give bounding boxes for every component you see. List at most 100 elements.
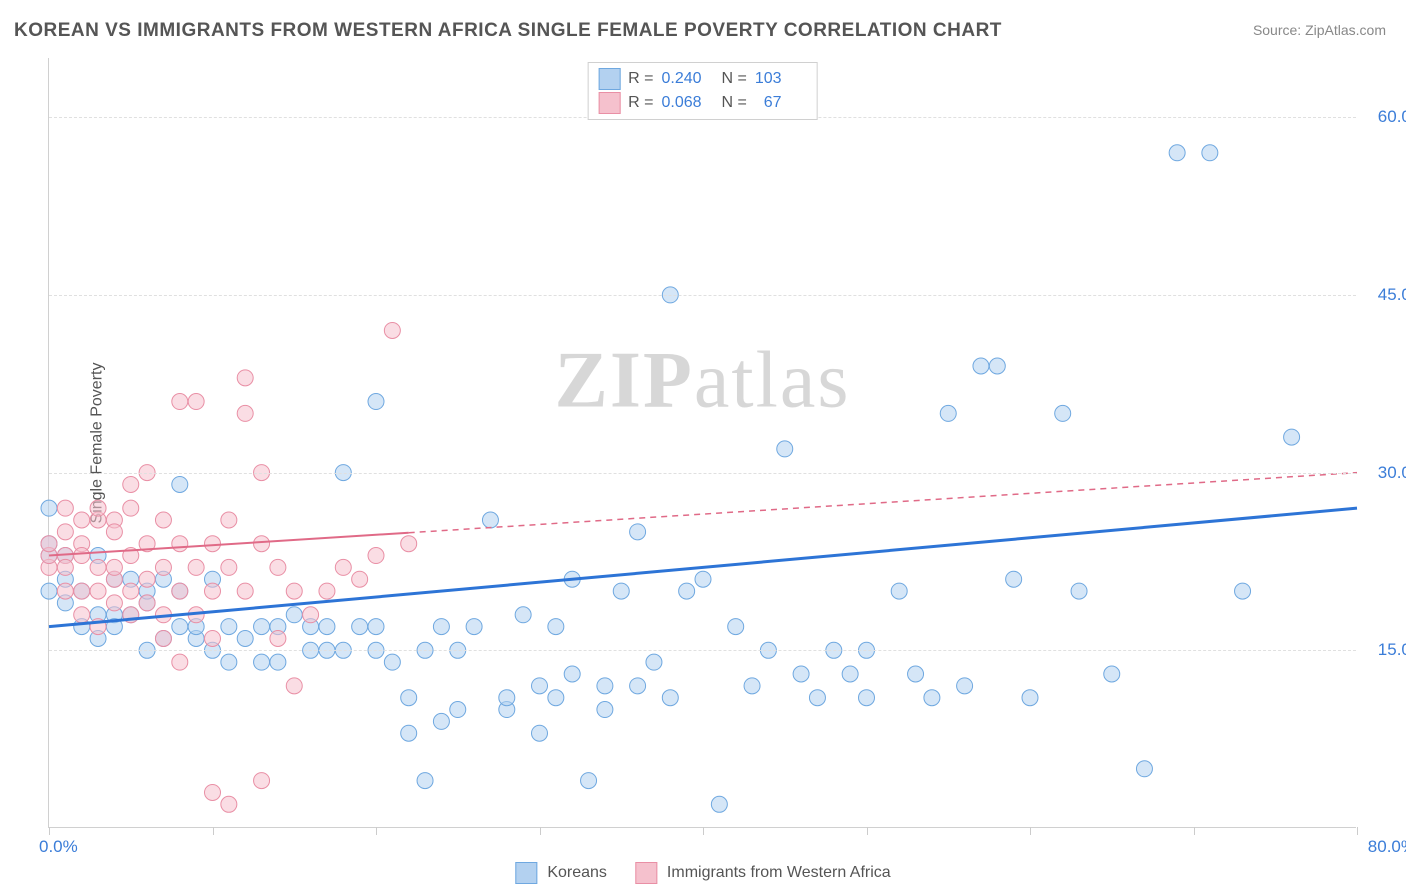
scatter-point <box>384 654 400 670</box>
scatter-point <box>286 678 302 694</box>
scatter-point <box>57 500 73 516</box>
scatter-point <box>662 690 678 706</box>
scatter-point <box>532 725 548 741</box>
gridline <box>49 650 1356 651</box>
gridline <box>49 295 1356 296</box>
scatter-point <box>319 619 335 635</box>
scatter-point <box>172 394 188 410</box>
scatter-point <box>237 370 253 386</box>
scatter-point <box>744 678 760 694</box>
source-label: Source: ZipAtlas.com <box>1253 22 1386 38</box>
x-tick <box>867 827 868 835</box>
y-tick-label: 30.0% <box>1366 463 1406 483</box>
scatter-point <box>989 358 1005 374</box>
r-value: 0.240 <box>662 67 714 91</box>
scatter-point <box>139 571 155 587</box>
scatter-point <box>1071 583 1087 599</box>
scatter-point <box>172 476 188 492</box>
scatter-point <box>254 536 270 552</box>
scatter-point <box>90 583 106 599</box>
scatter-point <box>74 512 90 528</box>
x-tick <box>213 827 214 835</box>
scatter-point <box>940 405 956 421</box>
n-value: 67 <box>755 91 807 115</box>
scatter-point <box>221 619 237 635</box>
r-label: R = <box>628 91 653 115</box>
scatter-point <box>90 500 106 516</box>
x-tick <box>540 827 541 835</box>
scatter-point <box>973 358 989 374</box>
scatter-point <box>548 619 564 635</box>
scatter-point <box>286 607 302 623</box>
scatter-point <box>793 666 809 682</box>
scatter-point <box>74 607 90 623</box>
x-axis-min-label: 0.0% <box>39 837 78 857</box>
scatter-point <box>123 476 139 492</box>
scatter-point <box>106 595 122 611</box>
r-label: R = <box>628 67 653 91</box>
legend-item: Immigrants from Western Africa <box>635 862 891 884</box>
y-tick-label: 60.0% <box>1366 107 1406 127</box>
x-tick <box>376 827 377 835</box>
scatter-point <box>205 536 221 552</box>
y-tick-label: 15.0% <box>1366 640 1406 660</box>
stats-row: R = 0.240 N = 103 <box>598 67 807 91</box>
stats-box: R = 0.240 N = 103R = 0.068 N = 67 <box>587 62 818 120</box>
n-value: 103 <box>755 67 807 91</box>
scatter-point <box>1169 145 1185 161</box>
scatter-point <box>809 690 825 706</box>
legend-swatch <box>598 68 620 90</box>
scatter-point <box>221 654 237 670</box>
scatter-point <box>924 690 940 706</box>
x-tick <box>703 827 704 835</box>
y-tick-label: 45.0% <box>1366 285 1406 305</box>
scatter-point <box>859 690 875 706</box>
scatter-point <box>368 394 384 410</box>
scatter-point <box>139 595 155 611</box>
trend-line <box>49 508 1357 626</box>
scatter-point <box>957 678 973 694</box>
scatter-point <box>57 559 73 575</box>
scatter-point <box>368 619 384 635</box>
scatter-point <box>205 630 221 646</box>
scatter-point <box>1104 666 1120 682</box>
scatter-point <box>221 559 237 575</box>
scatter-point <box>401 690 417 706</box>
gridline <box>49 473 1356 474</box>
scatter-point <box>1055 405 1071 421</box>
chart-container: KOREAN VS IMMIGRANTS FROM WESTERN AFRICA… <box>0 0 1406 892</box>
legend-item: Koreans <box>515 862 607 884</box>
scatter-point <box>319 583 335 599</box>
scatter-point <box>433 713 449 729</box>
scatter-point <box>433 619 449 635</box>
scatter-point <box>155 630 171 646</box>
scatter-point <box>1202 145 1218 161</box>
scatter-point <box>237 583 253 599</box>
scatter-point <box>1022 690 1038 706</box>
n-label: N = <box>722 67 747 91</box>
scatter-point <box>352 619 368 635</box>
scatter-point <box>172 619 188 635</box>
scatter-point <box>221 512 237 528</box>
scatter-point <box>1006 571 1022 587</box>
scatter-point <box>57 583 73 599</box>
scatter-point <box>564 666 580 682</box>
scatter-point <box>123 500 139 516</box>
legend-swatch <box>598 92 620 114</box>
scatter-point <box>891 583 907 599</box>
r-value: 0.068 <box>662 91 714 115</box>
scatter-point <box>172 583 188 599</box>
legend-label: Immigrants from Western Africa <box>667 864 891 882</box>
x-tick <box>1357 827 1358 835</box>
scatter-point <box>679 583 695 599</box>
x-tick <box>49 827 50 835</box>
scatter-point <box>106 524 122 540</box>
scatter-point <box>728 619 744 635</box>
scatter-point <box>401 725 417 741</box>
scatter-point <box>1284 429 1300 445</box>
scatter-point <box>205 784 221 800</box>
scatter-point <box>237 405 253 421</box>
scatter-point <box>646 654 662 670</box>
scatter-point <box>286 583 302 599</box>
bottom-legend: Koreans Immigrants from Western Africa <box>515 862 890 884</box>
